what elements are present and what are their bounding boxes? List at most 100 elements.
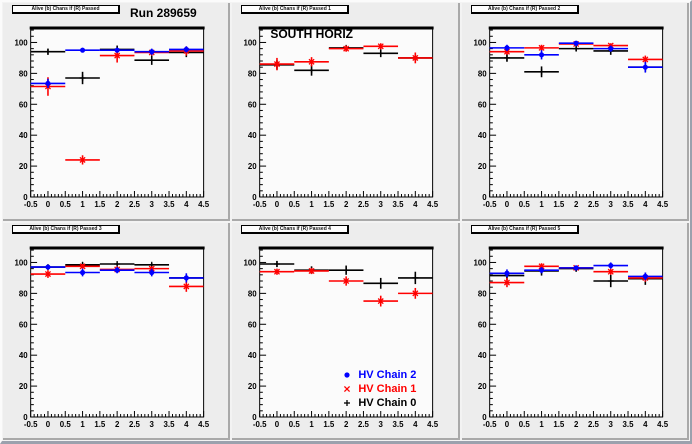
svg-text:1.5: 1.5 — [94, 419, 106, 428]
pad-title-tab: Alive (b) Chans if (R) Passed 4 — [241, 224, 350, 234]
svg-text:3.5: 3.5 — [622, 200, 634, 209]
svg-text:4: 4 — [413, 200, 418, 209]
svg-text:2.5: 2.5 — [129, 200, 141, 209]
svg-text:20: 20 — [478, 382, 487, 391]
svg-text:80: 80 — [248, 69, 257, 78]
svg-text:2.5: 2.5 — [358, 419, 370, 428]
svg-text:40: 40 — [478, 351, 487, 360]
svg-text:0: 0 — [46, 419, 51, 428]
svg-text:3: 3 — [608, 419, 613, 428]
svg-text:4.5: 4.5 — [657, 419, 669, 428]
svg-text:100: 100 — [15, 38, 29, 47]
pad-title-text: Alive (b) Chans if (R) Passed 3 — [29, 225, 102, 232]
svg-text:0: 0 — [46, 200, 51, 209]
svg-text:3: 3 — [379, 419, 384, 428]
svg-text:80: 80 — [478, 69, 487, 78]
svg-text:20: 20 — [19, 382, 28, 391]
star-marker-icon — [344, 385, 351, 393]
pad-title-text: Alive (b) Chans if (R) Passed — [31, 6, 100, 12]
svg-text:2: 2 — [574, 419, 579, 428]
legend-label: HV Chain 0 — [358, 397, 417, 409]
legend-row: HV Chain 1 — [340, 383, 416, 396]
svg-text:20: 20 — [19, 162, 28, 171]
svg-text:100: 100 — [473, 258, 487, 267]
hv-chain-legend: HV Chain 2 HV Chain 1 HV Chain 0 — [340, 369, 416, 410]
svg-text:0.5: 0.5 — [60, 200, 72, 209]
svg-text:40: 40 — [19, 131, 28, 140]
svg-text:1.5: 1.5 — [94, 200, 106, 209]
svg-text:4.5: 4.5 — [427, 200, 439, 209]
svg-text:60: 60 — [248, 100, 257, 109]
svg-text:0: 0 — [275, 200, 280, 209]
svg-text:100: 100 — [244, 38, 258, 47]
svg-text:3.5: 3.5 — [622, 419, 634, 428]
svg-text:0: 0 — [275, 419, 280, 428]
pad-title-tab: Alive (b) Chans if (R) Passed — [12, 5, 120, 14]
svg-text:0.5: 0.5 — [518, 200, 530, 209]
svg-text:80: 80 — [19, 69, 28, 78]
svg-text:1: 1 — [310, 200, 315, 209]
pad-bottom-middle: Alive (b) Chans if (R) Passed 4 -0.5 0 0.5… — [232, 222, 460, 440]
svg-text:-0.5: -0.5 — [253, 200, 267, 209]
svg-text:2: 2 — [344, 200, 349, 209]
svg-text:4: 4 — [643, 200, 648, 209]
svg-text:-0.5: -0.5 — [253, 419, 267, 428]
svg-text:1.5: 1.5 — [324, 419, 336, 428]
pad-title-tab: Alive (b) Chans if (R) Passed 5 — [470, 224, 579, 234]
svg-text:3: 3 — [150, 200, 155, 209]
svg-text:0: 0 — [253, 412, 258, 421]
pad-title-text: Alive (b) Chans if (R) Passed 4 — [258, 225, 331, 232]
svg-text:1: 1 — [80, 200, 85, 209]
svg-text:4: 4 — [184, 419, 189, 428]
svg-text:4.5: 4.5 — [198, 200, 210, 209]
svg-text:0: 0 — [504, 419, 509, 428]
pad-title-text: Alive (b) Chans if (R) Passed 2 — [488, 6, 561, 12]
svg-text:2: 2 — [115, 200, 120, 209]
svg-text:4.5: 4.5 — [198, 419, 210, 428]
svg-text:40: 40 — [19, 351, 28, 360]
svg-text:0.5: 0.5 — [289, 419, 301, 428]
svg-text:60: 60 — [478, 100, 487, 109]
svg-text:3.5: 3.5 — [393, 200, 405, 209]
svg-text:3: 3 — [379, 200, 384, 209]
plus-marker-icon — [344, 400, 351, 406]
svg-text:-0.5: -0.5 — [24, 419, 38, 428]
svg-text:20: 20 — [248, 382, 257, 391]
legend-row: HV Chain 0 — [340, 397, 416, 410]
svg-text:-0.5: -0.5 — [483, 419, 497, 428]
svg-text:1: 1 — [310, 419, 315, 428]
svg-text:0.5: 0.5 — [60, 419, 72, 428]
svg-text:3.5: 3.5 — [164, 419, 176, 428]
svg-text:4.5: 4.5 — [427, 419, 439, 428]
pad-bottom-left: Alive (b) Chans if (R) Passed 3 -0.5 0 0.5… — [3, 222, 231, 440]
svg-text:0: 0 — [482, 412, 487, 421]
svg-text:1.5: 1.5 — [324, 200, 336, 209]
svg-text:100: 100 — [15, 258, 29, 267]
svg-text:1.5: 1.5 — [553, 419, 565, 428]
svg-text:100: 100 — [244, 258, 258, 267]
dot-marker-icon — [344, 372, 350, 378]
svg-text:40: 40 — [248, 131, 257, 140]
svg-text:60: 60 — [19, 100, 28, 109]
svg-text:80: 80 — [19, 289, 28, 298]
svg-text:2.5: 2.5 — [358, 200, 370, 209]
svg-text:3: 3 — [150, 419, 155, 428]
svg-text:80: 80 — [478, 289, 487, 298]
svg-text:2.5: 2.5 — [588, 419, 600, 428]
svg-text:80: 80 — [248, 289, 257, 298]
svg-text:40: 40 — [248, 351, 257, 360]
svg-text:3.5: 3.5 — [393, 419, 405, 428]
svg-text:2: 2 — [574, 200, 579, 209]
svg-text:4: 4 — [643, 419, 648, 428]
run-label: Run 289659 — [130, 6, 197, 20]
svg-text:20: 20 — [478, 162, 487, 171]
svg-text:3: 3 — [608, 200, 613, 209]
svg-text:0: 0 — [253, 193, 258, 202]
pad-bottom-right: Alive (b) Chans if (R) Passed 5 -0.5 0 0.5… — [461, 222, 689, 440]
